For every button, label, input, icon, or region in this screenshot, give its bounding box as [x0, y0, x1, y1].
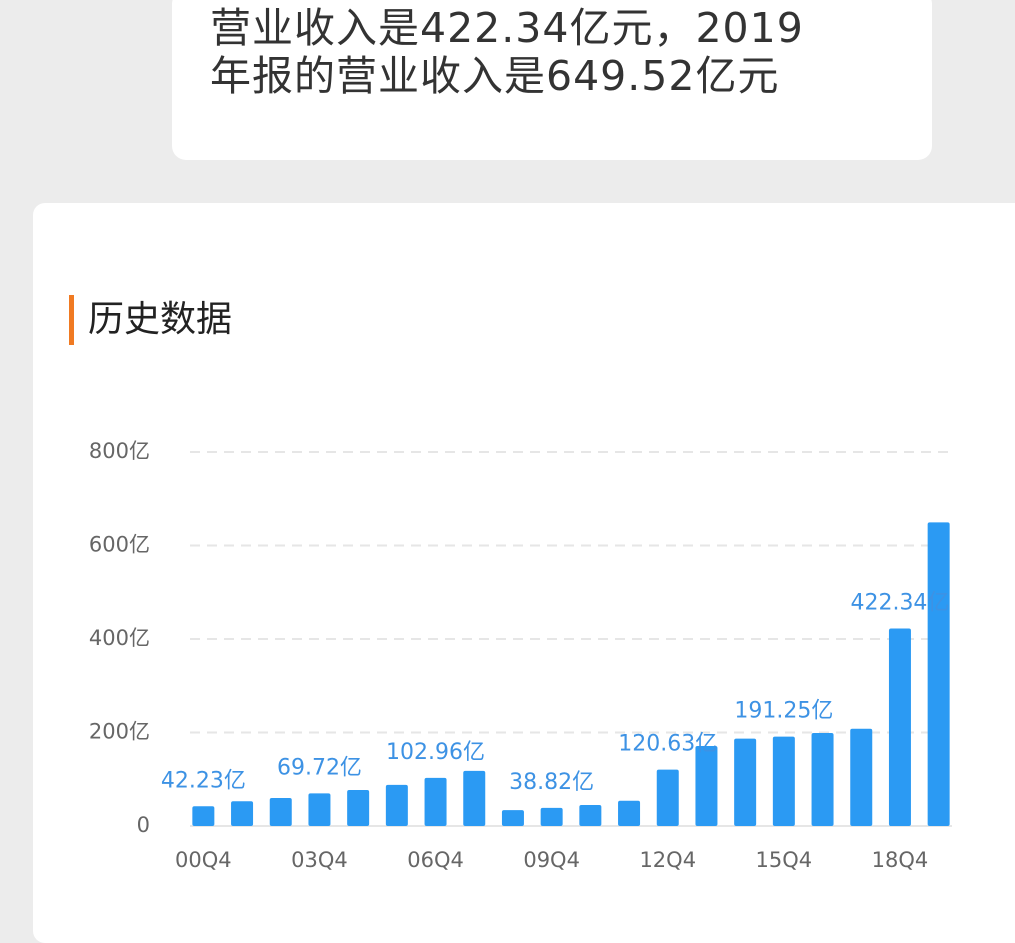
bar: [231, 801, 254, 826]
x-tick-label: 03Q4: [291, 848, 348, 872]
bar: [424, 777, 447, 826]
value-label: 42.23亿: [161, 768, 246, 793]
bar: [463, 770, 486, 826]
bar: [192, 806, 215, 826]
message-line: 营业收入是422.34亿元，2019: [210, 4, 804, 52]
bar: [734, 738, 757, 826]
bar: [540, 807, 563, 826]
bar: [811, 732, 834, 826]
value-label: 102.96亿: [386, 740, 485, 765]
x-tick-label: 06Q4: [407, 848, 464, 872]
x-tick-label: 15Q4: [756, 848, 813, 872]
value-label: 69.72亿: [277, 755, 362, 780]
y-tick-label: 0: [137, 813, 150, 837]
bar: [269, 797, 292, 826]
x-tick-label: 18Q4: [872, 848, 929, 872]
bar: [618, 800, 641, 826]
bar: [347, 790, 370, 826]
chart-title: 历史数据: [69, 295, 232, 345]
value-label: 191.25亿: [734, 699, 833, 724]
x-tick-label: 00Q4: [175, 848, 232, 872]
message-line: 年报的营业收入是649.52亿元: [210, 52, 780, 100]
chat-bubble: 营业收入是422.34亿元，2019 年报的营业收入是649.52亿元: [172, 0, 932, 160]
bar: [927, 522, 950, 826]
bar: [656, 769, 679, 826]
chart: 0 200亿 400亿 600亿 800亿 00Q4 03Q4 06Q4 09Q4 12Q4 15Q…: [89, 439, 952, 872]
bar: [501, 810, 524, 826]
x-tick-label: 09Q4: [523, 848, 580, 872]
bar: [850, 728, 873, 826]
y-tick-label: 200亿: [89, 720, 150, 744]
y-tick-label: 600亿: [89, 533, 150, 557]
value-label: 422.34亿: [850, 591, 949, 616]
y-tick-label: 800亿: [89, 439, 150, 463]
value-label: 38.82亿: [509, 770, 594, 795]
value-label: 120.63亿: [618, 732, 717, 757]
screen: {"message": {"lines": ["营业收入是422.34亿元，20…: [33, 0, 1015, 943]
bar: [772, 736, 795, 826]
bar: [888, 628, 911, 826]
x-tick-label: 12Q4: [639, 848, 696, 872]
bar: [308, 793, 331, 826]
bar: [385, 784, 408, 826]
bar: [695, 746, 718, 826]
bar: [579, 804, 602, 826]
y-tick-label: 400亿: [89, 626, 150, 650]
